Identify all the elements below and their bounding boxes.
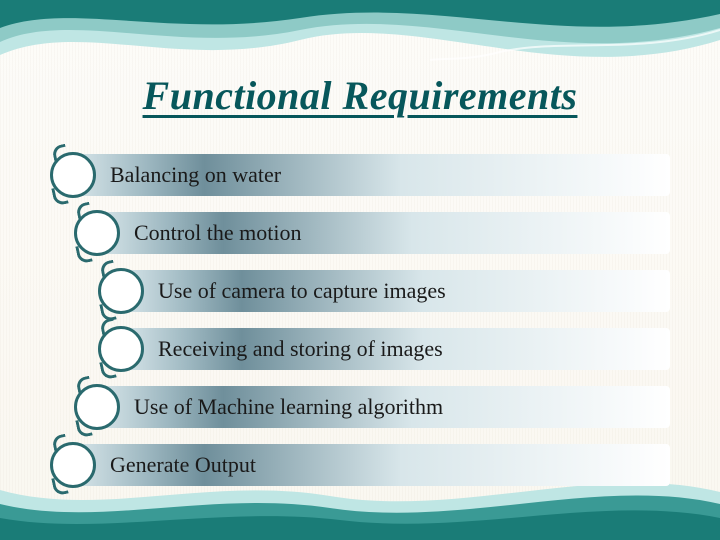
bullet-icon [98,326,144,372]
slide-title: Functional Requirements [0,72,720,119]
bullet-icon [74,384,120,430]
list-item: Use of camera to capture images [98,266,670,316]
item-label: Use of Machine learning algorithm [134,394,443,420]
item-label: Control the motion [134,220,301,246]
list-item: Receiving and storing of images [98,324,670,374]
bullet-icon [98,268,144,314]
list-item: Control the motion [74,208,670,258]
item-label: Balancing on water [110,162,281,188]
bullet-icon [74,210,120,256]
list-item: Generate Output [50,440,670,490]
item-label: Generate Output [110,452,256,478]
requirements-list: Balancing on water Control the motion Us… [50,150,670,498]
item-label: Use of camera to capture images [158,278,446,304]
bullet-icon [50,152,96,198]
list-item: Use of Machine learning algorithm [74,382,670,432]
bullet-icon [50,442,96,488]
list-item: Balancing on water [50,150,670,200]
item-label: Receiving and storing of images [158,336,443,362]
